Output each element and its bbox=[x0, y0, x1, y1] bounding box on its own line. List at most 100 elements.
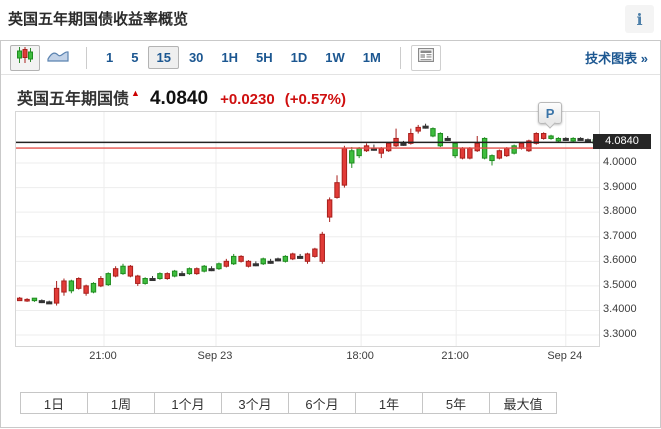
candle-body bbox=[312, 248, 318, 257]
candle-body bbox=[238, 255, 244, 262]
range-button-5y[interactable]: 5年 bbox=[423, 393, 490, 413]
line-chart-button[interactable] bbox=[43, 45, 73, 71]
candlestick-chart[interactable] bbox=[16, 112, 599, 346]
candle-body bbox=[135, 275, 141, 284]
price-change: +0.0230 bbox=[220, 91, 275, 108]
x-axis-label: Sep 24 bbox=[547, 350, 583, 362]
interval-button-1H[interactable]: 1H bbox=[221, 50, 239, 65]
current-price-tag: 4.0840 bbox=[593, 133, 651, 149]
candle-body bbox=[400, 142, 407, 146]
candle-body bbox=[38, 300, 45, 304]
candle-body bbox=[31, 297, 38, 302]
info-button[interactable]: i bbox=[625, 5, 654, 33]
candle-body bbox=[304, 253, 311, 262]
candle-body bbox=[290, 253, 296, 260]
chart-widget: 1 5 15 30 1H 5H 1D 1W 1M 技术图表 » 英国五年期国债 ▲ 4.0840… bbox=[0, 40, 661, 428]
candle-body bbox=[267, 260, 274, 264]
candle-body bbox=[437, 133, 444, 147]
candle-body bbox=[452, 142, 458, 157]
y-axis-label: 3.8000 bbox=[603, 205, 637, 218]
candle-body bbox=[61, 280, 67, 293]
candle-body bbox=[548, 135, 554, 139]
interval-button-5H[interactable]: 5H bbox=[256, 50, 273, 65]
range-button-1d[interactable]: 1日 bbox=[21, 393, 88, 413]
candle-body bbox=[474, 142, 480, 152]
candle-body bbox=[98, 278, 104, 287]
candle-body bbox=[149, 278, 156, 282]
candle-body bbox=[341, 147, 348, 186]
candle-body bbox=[171, 270, 178, 277]
page-title: 英国五年期国债收益率概览 bbox=[8, 11, 189, 28]
range-button-3m[interactable]: 3个月 bbox=[222, 393, 289, 413]
news-panel-button[interactable] bbox=[410, 44, 441, 71]
candle-body bbox=[326, 199, 333, 218]
range-button-max[interactable]: 最大值 bbox=[503, 396, 543, 412]
line-chart-icon bbox=[47, 48, 69, 67]
candle-body bbox=[90, 282, 97, 293]
interval-button-5[interactable]: 5 bbox=[131, 50, 139, 65]
y-axis-label: 3.3000 bbox=[603, 328, 637, 341]
interval-button-1D[interactable]: 1D bbox=[290, 50, 308, 65]
instrument-name: 英国五年期国债 bbox=[17, 91, 130, 108]
candle-body bbox=[201, 265, 207, 272]
range-button-1y[interactable]: 1年 bbox=[356, 393, 423, 413]
interval-button-group: 1 5 15 30 1H 5H 1D 1W 1M bbox=[97, 46, 390, 69]
candle-body bbox=[540, 133, 547, 139]
candle-body bbox=[16, 297, 23, 302]
candle-body bbox=[467, 147, 473, 159]
candlestick-chart-icon bbox=[16, 47, 34, 68]
chart-toolbar: 1 5 15 30 1H 5H 1D 1W 1M 技术图表 » bbox=[1, 41, 660, 75]
technical-chart-link[interactable]: 技术图表 » bbox=[585, 51, 648, 66]
candle-body bbox=[274, 258, 282, 262]
range-button-1w[interactable]: 1周 bbox=[88, 393, 155, 413]
candle-body bbox=[577, 137, 584, 141]
x-axis-label: 21:00 bbox=[441, 350, 469, 362]
candle-body bbox=[356, 147, 362, 157]
y-axis-label: 3.7000 bbox=[603, 229, 637, 242]
interval-button-30[interactable]: 30 bbox=[188, 50, 204, 65]
range-button-1m[interactable]: 1个月 bbox=[155, 393, 222, 413]
candle-body bbox=[526, 140, 532, 152]
interval-button-1M[interactable]: 1M bbox=[362, 50, 381, 65]
y-axis-label: 3.4000 bbox=[603, 303, 637, 316]
candle-body bbox=[53, 287, 60, 304]
candle-body bbox=[385, 142, 392, 152]
y-axis-label: 3.6000 bbox=[603, 254, 637, 267]
candle-body bbox=[127, 265, 134, 277]
candle-body bbox=[68, 280, 75, 292]
quote-header: 英国五年期国债 ▲ 4.0840 +0.0230 (+0.57%) bbox=[17, 85, 346, 110]
range-button-6m[interactable]: 6个月 bbox=[289, 393, 356, 413]
candle-body bbox=[142, 278, 148, 284]
event-marker-label: P bbox=[545, 105, 555, 121]
candle-body bbox=[282, 255, 289, 262]
candle-body bbox=[444, 137, 451, 141]
interval-button-1[interactable]: 1 bbox=[106, 50, 114, 65]
interval-button-15[interactable]: 15 bbox=[148, 46, 179, 69]
candle-body bbox=[105, 273, 111, 286]
x-axis-label: Sep 23 bbox=[197, 350, 233, 362]
candle-body bbox=[533, 133, 539, 144]
candle-body bbox=[24, 298, 30, 302]
candle-body bbox=[216, 263, 222, 270]
y-axis-label: 3.5000 bbox=[603, 278, 637, 291]
news-icon bbox=[417, 47, 435, 67]
toolbar-divider bbox=[399, 46, 401, 69]
candle-body bbox=[349, 150, 355, 164]
candle-body bbox=[76, 278, 82, 289]
candle-body bbox=[422, 125, 429, 129]
candle-body bbox=[408, 133, 414, 144]
price-change-percent: (+0.57%) bbox=[284, 91, 346, 108]
candle-body bbox=[430, 128, 436, 137]
candle-body bbox=[511, 145, 517, 154]
candle-body bbox=[319, 233, 325, 262]
toolbar-divider bbox=[86, 46, 87, 69]
candle-body bbox=[334, 182, 340, 198]
candle-body bbox=[297, 255, 304, 259]
candle-body bbox=[208, 268, 215, 272]
candle-body bbox=[164, 273, 170, 280]
event-marker-p[interactable]: P bbox=[538, 102, 563, 129]
candle-body bbox=[120, 265, 126, 275]
plot-area[interactable] bbox=[15, 111, 600, 347]
candlestick-chart-button[interactable] bbox=[10, 44, 40, 71]
interval-button-1W[interactable]: 1W bbox=[325, 50, 345, 65]
